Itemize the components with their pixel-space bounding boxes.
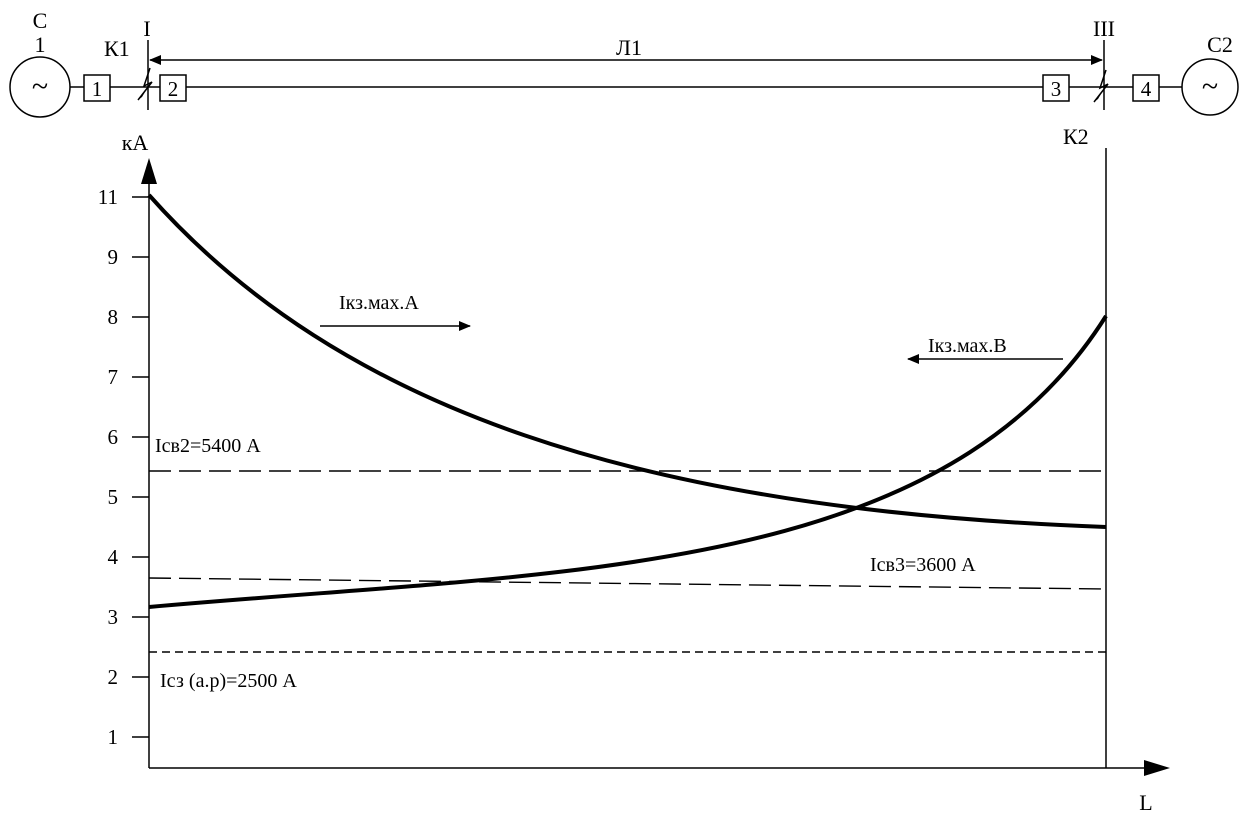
- curve-label-a: Iкз.мах.А: [339, 292, 419, 314]
- y-tick-label-7: 7: [108, 365, 119, 389]
- breaker-2-label: 2: [168, 77, 179, 101]
- x-axis-label: L: [1139, 790, 1152, 815]
- fault-k1-icon: [137, 67, 153, 101]
- fault-k1-label: К1: [104, 36, 130, 61]
- breaker-1[interactable]: [83, 74, 111, 102]
- generator-c1-label-top: С: [33, 8, 48, 33]
- curve-ikz-max-a: [147, 193, 1107, 529]
- fault-k2-label: К2: [1063, 124, 1089, 149]
- y-tick-label-8: 8: [108, 305, 119, 329]
- fault-k2-icon: [1093, 69, 1109, 103]
- y-ticks: 1 2 3 4 5 6 7 8 9 11: [98, 185, 149, 749]
- y-axis-arrow-icon: [141, 158, 157, 184]
- y-tick-label-11: 11: [98, 185, 118, 209]
- x-axis-arrow-icon: [1144, 760, 1170, 776]
- setting-label-isz: Iсз (а.р)=2500 А: [160, 670, 297, 692]
- breaker-2[interactable]: [159, 74, 187, 102]
- breaker-4-label: 4: [1141, 77, 1152, 101]
- y-tick-label-2: 2: [108, 665, 119, 689]
- setting-label-isv2: Iсв2=5400 А: [155, 435, 261, 457]
- y-tick-label-4: 4: [108, 545, 119, 569]
- generator-c1-symbol: ~: [32, 70, 48, 103]
- section-iii-label: III: [1093, 16, 1115, 41]
- generator-c1-label-bottom: 1: [35, 32, 46, 57]
- curve-ikz-max-b: [148, 314, 1108, 609]
- y-tick-label-1: 1: [108, 725, 119, 749]
- breaker-3[interactable]: [1042, 74, 1070, 102]
- curve-label-b: Iкз.мах.В: [928, 335, 1007, 357]
- y-tick-label-6: 6: [108, 425, 119, 449]
- y-tick-label-5: 5: [108, 485, 119, 509]
- generator-c2-symbol: ~: [1202, 70, 1218, 103]
- generator-c2-icon: [1181, 58, 1239, 116]
- generator-c2-label: С2: [1207, 32, 1233, 57]
- setting-line-isv3: [148, 577, 1107, 590]
- y-axis-label: кА: [122, 130, 149, 155]
- breaker-4[interactable]: [1132, 74, 1160, 102]
- network-scheme: ~ С 1 1 I К1 2 Л1 3 III К2 4: [9, 8, 1239, 149]
- breaker-1-label: 1: [92, 77, 103, 101]
- y-tick-label-3: 3: [108, 605, 119, 629]
- current-chart: кА L 1 2 3 4 5 6 7 8 9 11: [98, 130, 1170, 815]
- y-tick-label-9: 9: [108, 245, 119, 269]
- setting-label-isv3: Iсв3=3600 А: [870, 554, 976, 576]
- section-i-label: I: [143, 16, 150, 41]
- line-l1-label: Л1: [616, 35, 642, 60]
- breaker-3-label: 3: [1051, 77, 1062, 101]
